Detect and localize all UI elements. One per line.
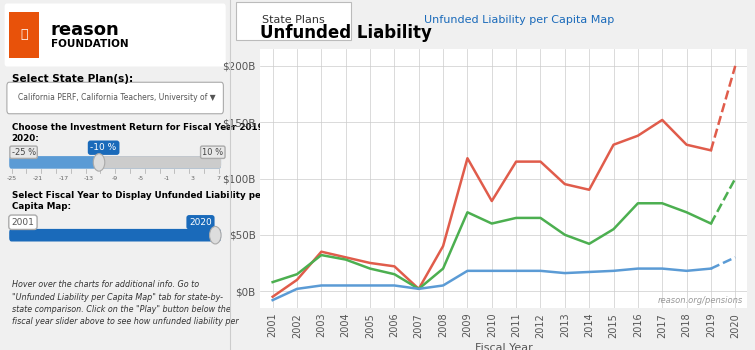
Text: Choose the Investment Return for Fiscal Year 2019-: Choose the Investment Return for Fiscal … (11, 123, 267, 132)
FancyBboxPatch shape (97, 156, 221, 169)
FancyBboxPatch shape (5, 4, 226, 66)
FancyBboxPatch shape (9, 229, 221, 241)
Text: 10 %: 10 % (202, 148, 223, 157)
FancyBboxPatch shape (7, 82, 223, 114)
Text: -25 %: -25 % (11, 148, 35, 157)
Text: -10 %: -10 % (91, 143, 117, 152)
Text: -21: -21 (32, 176, 42, 181)
Text: -13: -13 (84, 176, 94, 181)
Text: Select Fiscal Year to Display Unfunded Liability per: Select Fiscal Year to Display Unfunded L… (11, 191, 265, 201)
Circle shape (94, 154, 105, 171)
Text: Select State Plan(s):: Select State Plan(s): (11, 74, 133, 84)
Text: Hover over the charts for additional info. Go to
"Unfunded Liability per Capita : Hover over the charts for additional inf… (11, 280, 238, 327)
Text: reason.org/pensions: reason.org/pensions (658, 296, 743, 306)
Text: State Plans: State Plans (262, 15, 325, 25)
Text: -9: -9 (112, 176, 119, 181)
Text: 🔥: 🔥 (20, 28, 28, 42)
Text: Capita Map:: Capita Map: (11, 202, 71, 211)
Text: 2001: 2001 (11, 218, 35, 227)
Text: -25: -25 (7, 176, 17, 181)
Text: Unfunded Liability per Capita Map: Unfunded Liability per Capita Map (424, 15, 615, 25)
X-axis label: Fiscal Year: Fiscal Year (475, 343, 533, 350)
Text: -5: -5 (138, 176, 144, 181)
Text: FOUNDATION: FOUNDATION (51, 39, 128, 49)
Text: -17: -17 (58, 176, 69, 181)
Text: -1: -1 (164, 176, 170, 181)
Text: Unfunded Liability: Unfunded Liability (260, 24, 433, 42)
Text: 3: 3 (191, 176, 195, 181)
Text: California PERF, California Teachers, University of ▼: California PERF, California Teachers, Un… (18, 93, 216, 103)
FancyBboxPatch shape (236, 2, 351, 40)
Circle shape (210, 226, 221, 244)
Text: 7: 7 (217, 176, 220, 181)
Text: 2020: 2020 (189, 218, 212, 227)
FancyBboxPatch shape (9, 156, 221, 169)
Text: reason: reason (51, 21, 119, 39)
Text: 2020:: 2020: (11, 134, 39, 143)
FancyBboxPatch shape (9, 12, 39, 58)
